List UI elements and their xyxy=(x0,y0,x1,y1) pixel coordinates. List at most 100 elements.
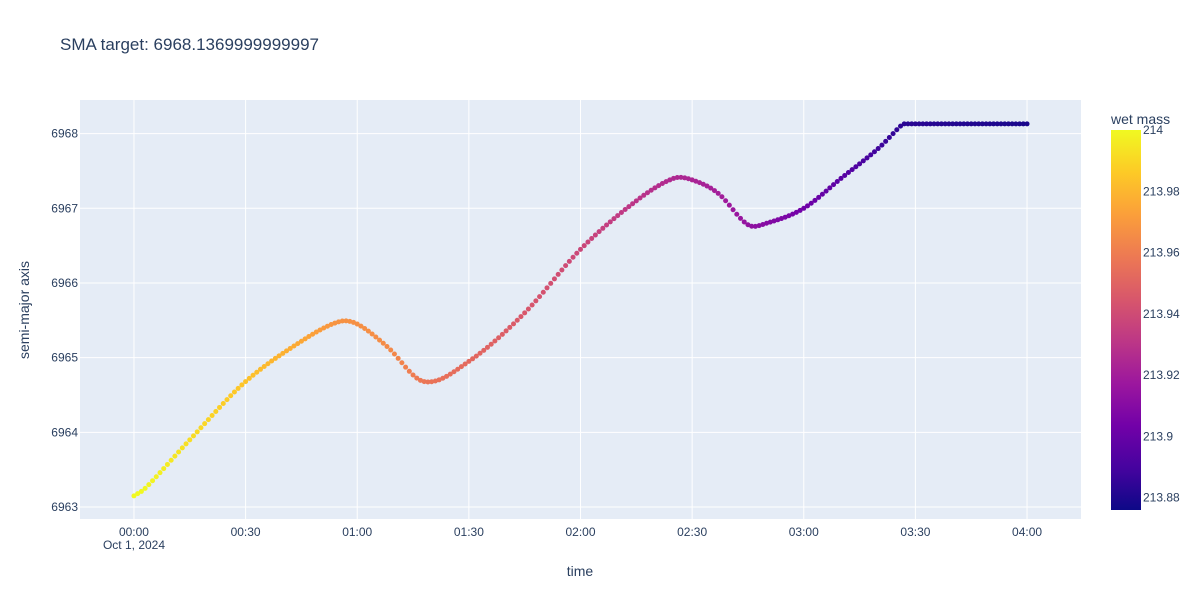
scatter-point[interactable] xyxy=(514,317,520,323)
scatter-point[interactable] xyxy=(1017,121,1023,127)
scatter-point[interactable] xyxy=(391,351,397,357)
scatter-point[interactable] xyxy=(224,397,230,403)
scatter-point[interactable] xyxy=(194,429,200,435)
scatter-point[interactable] xyxy=(518,314,524,320)
scatter-point[interactable] xyxy=(968,121,974,127)
scatter-point[interactable] xyxy=(261,363,267,369)
scatter-point[interactable] xyxy=(559,267,565,273)
scatter-point[interactable] xyxy=(484,344,490,350)
scatter-point[interactable] xyxy=(336,319,342,325)
scatter-point[interactable] xyxy=(440,375,446,381)
scatter-point[interactable] xyxy=(473,353,479,359)
scatter-point[interactable] xyxy=(522,310,528,316)
scatter-point[interactable] xyxy=(838,175,844,181)
scatter-point[interactable] xyxy=(723,198,729,204)
scatter-point[interactable] xyxy=(942,121,948,127)
scatter-point[interactable] xyxy=(324,323,330,329)
scatter-point[interactable] xyxy=(618,210,624,216)
scatter-point[interactable] xyxy=(362,326,368,331)
scatter-point[interactable] xyxy=(1009,121,1015,127)
scatter-point[interactable] xyxy=(909,121,915,127)
scatter-point[interactable] xyxy=(849,167,855,173)
scatter-point[interactable] xyxy=(321,325,327,331)
scatter-point[interactable] xyxy=(563,263,569,269)
scatter-point[interactable] xyxy=(183,441,189,447)
scatter-point[interactable] xyxy=(726,202,732,208)
scatter-point[interactable] xyxy=(924,121,930,127)
scatter-point[interactable] xyxy=(377,337,383,343)
scatter-point[interactable] xyxy=(455,366,461,372)
scatter-point[interactable] xyxy=(987,121,993,127)
scatter-point[interactable] xyxy=(648,187,654,193)
scatter-point[interactable] xyxy=(540,289,546,295)
scatter-point[interactable] xyxy=(734,211,740,217)
scatter-point[interactable] xyxy=(414,375,420,381)
scatter-point[interactable] xyxy=(548,280,554,286)
scatter-point[interactable] xyxy=(276,353,282,359)
scatter-point[interactable] xyxy=(879,142,885,148)
scatter-point[interactable] xyxy=(976,121,982,127)
scatter-point[interactable] xyxy=(652,185,658,191)
scatter-point[interactable] xyxy=(946,121,952,127)
scatter-point[interactable] xyxy=(637,195,643,201)
scatter-point[interactable] xyxy=(860,158,866,164)
scatter-point[interactable] xyxy=(551,276,557,282)
scatter-point[interactable] xyxy=(641,192,647,198)
scatter-point[interactable] xyxy=(161,466,167,472)
scatter-point[interactable] xyxy=(477,350,483,356)
scatter-point[interactable] xyxy=(857,161,863,167)
scatter-point[interactable] xyxy=(168,457,174,463)
scatter-point[interactable] xyxy=(905,121,911,127)
scatter-point[interactable] xyxy=(644,190,650,196)
scatter-point[interactable] xyxy=(503,328,509,334)
scatter-point[interactable] xyxy=(269,358,275,364)
scatter-point[interactable] xyxy=(131,493,137,499)
scatter-point[interactable] xyxy=(589,236,595,242)
scatter-point[interactable] xyxy=(150,478,156,484)
scatter-point[interactable] xyxy=(831,182,837,188)
scatter-point[interactable] xyxy=(481,347,487,353)
scatter-point[interactable] xyxy=(529,302,535,308)
scatter-point[interactable] xyxy=(462,361,468,367)
scatter-point[interactable] xyxy=(447,371,453,377)
scatter-point[interactable] xyxy=(823,188,829,194)
scatter-point[interactable] xyxy=(354,321,360,327)
scatter-point[interactable] xyxy=(700,181,706,187)
scatter-point[interactable] xyxy=(991,121,997,127)
scatter-point[interactable] xyxy=(231,389,237,395)
scatter-point[interactable] xyxy=(511,321,517,327)
scatter-point[interactable] xyxy=(388,347,394,353)
scatter-point[interactable] xyxy=(369,331,375,337)
scatter-point[interactable] xyxy=(656,183,662,189)
scatter-point[interactable] xyxy=(153,474,159,480)
scatter-point[interactable] xyxy=(875,146,881,152)
scatter-point[interactable] xyxy=(399,360,405,366)
scatter-point[interactable] xyxy=(585,239,591,245)
scatter-point[interactable] xyxy=(444,373,450,379)
scatter-point[interactable] xyxy=(272,355,278,361)
scatter-point[interactable] xyxy=(172,453,178,459)
scatter-point[interactable] xyxy=(1002,121,1008,127)
scatter-point[interactable] xyxy=(604,222,610,228)
scatter-point[interactable] xyxy=(901,121,907,127)
scatter-point[interactable] xyxy=(191,433,196,439)
scatter-point[interactable] xyxy=(935,121,941,127)
scatter-point[interactable] xyxy=(749,223,755,229)
scatter-point[interactable] xyxy=(674,174,680,180)
scatter-point[interactable] xyxy=(421,379,427,385)
scatter-point[interactable] xyxy=(611,216,617,222)
scatter-point[interactable] xyxy=(254,369,260,375)
scatter-point[interactable] xyxy=(630,201,636,207)
scatter-point[interactable] xyxy=(663,179,669,185)
scatter-point[interactable] xyxy=(525,306,531,312)
scatter-point[interactable] xyxy=(533,298,539,304)
scatter-point[interactable] xyxy=(310,331,316,337)
scatter-point[interactable] xyxy=(265,361,271,367)
scatter-point[interactable] xyxy=(306,334,312,340)
scatter-point[interactable] xyxy=(239,382,245,388)
scatter-point[interactable] xyxy=(496,335,502,341)
scatter-point[interactable] xyxy=(470,356,476,362)
scatter-point[interactable] xyxy=(205,417,211,423)
scatter-point[interactable] xyxy=(202,421,208,427)
scatter-point[interactable] xyxy=(994,121,1000,127)
